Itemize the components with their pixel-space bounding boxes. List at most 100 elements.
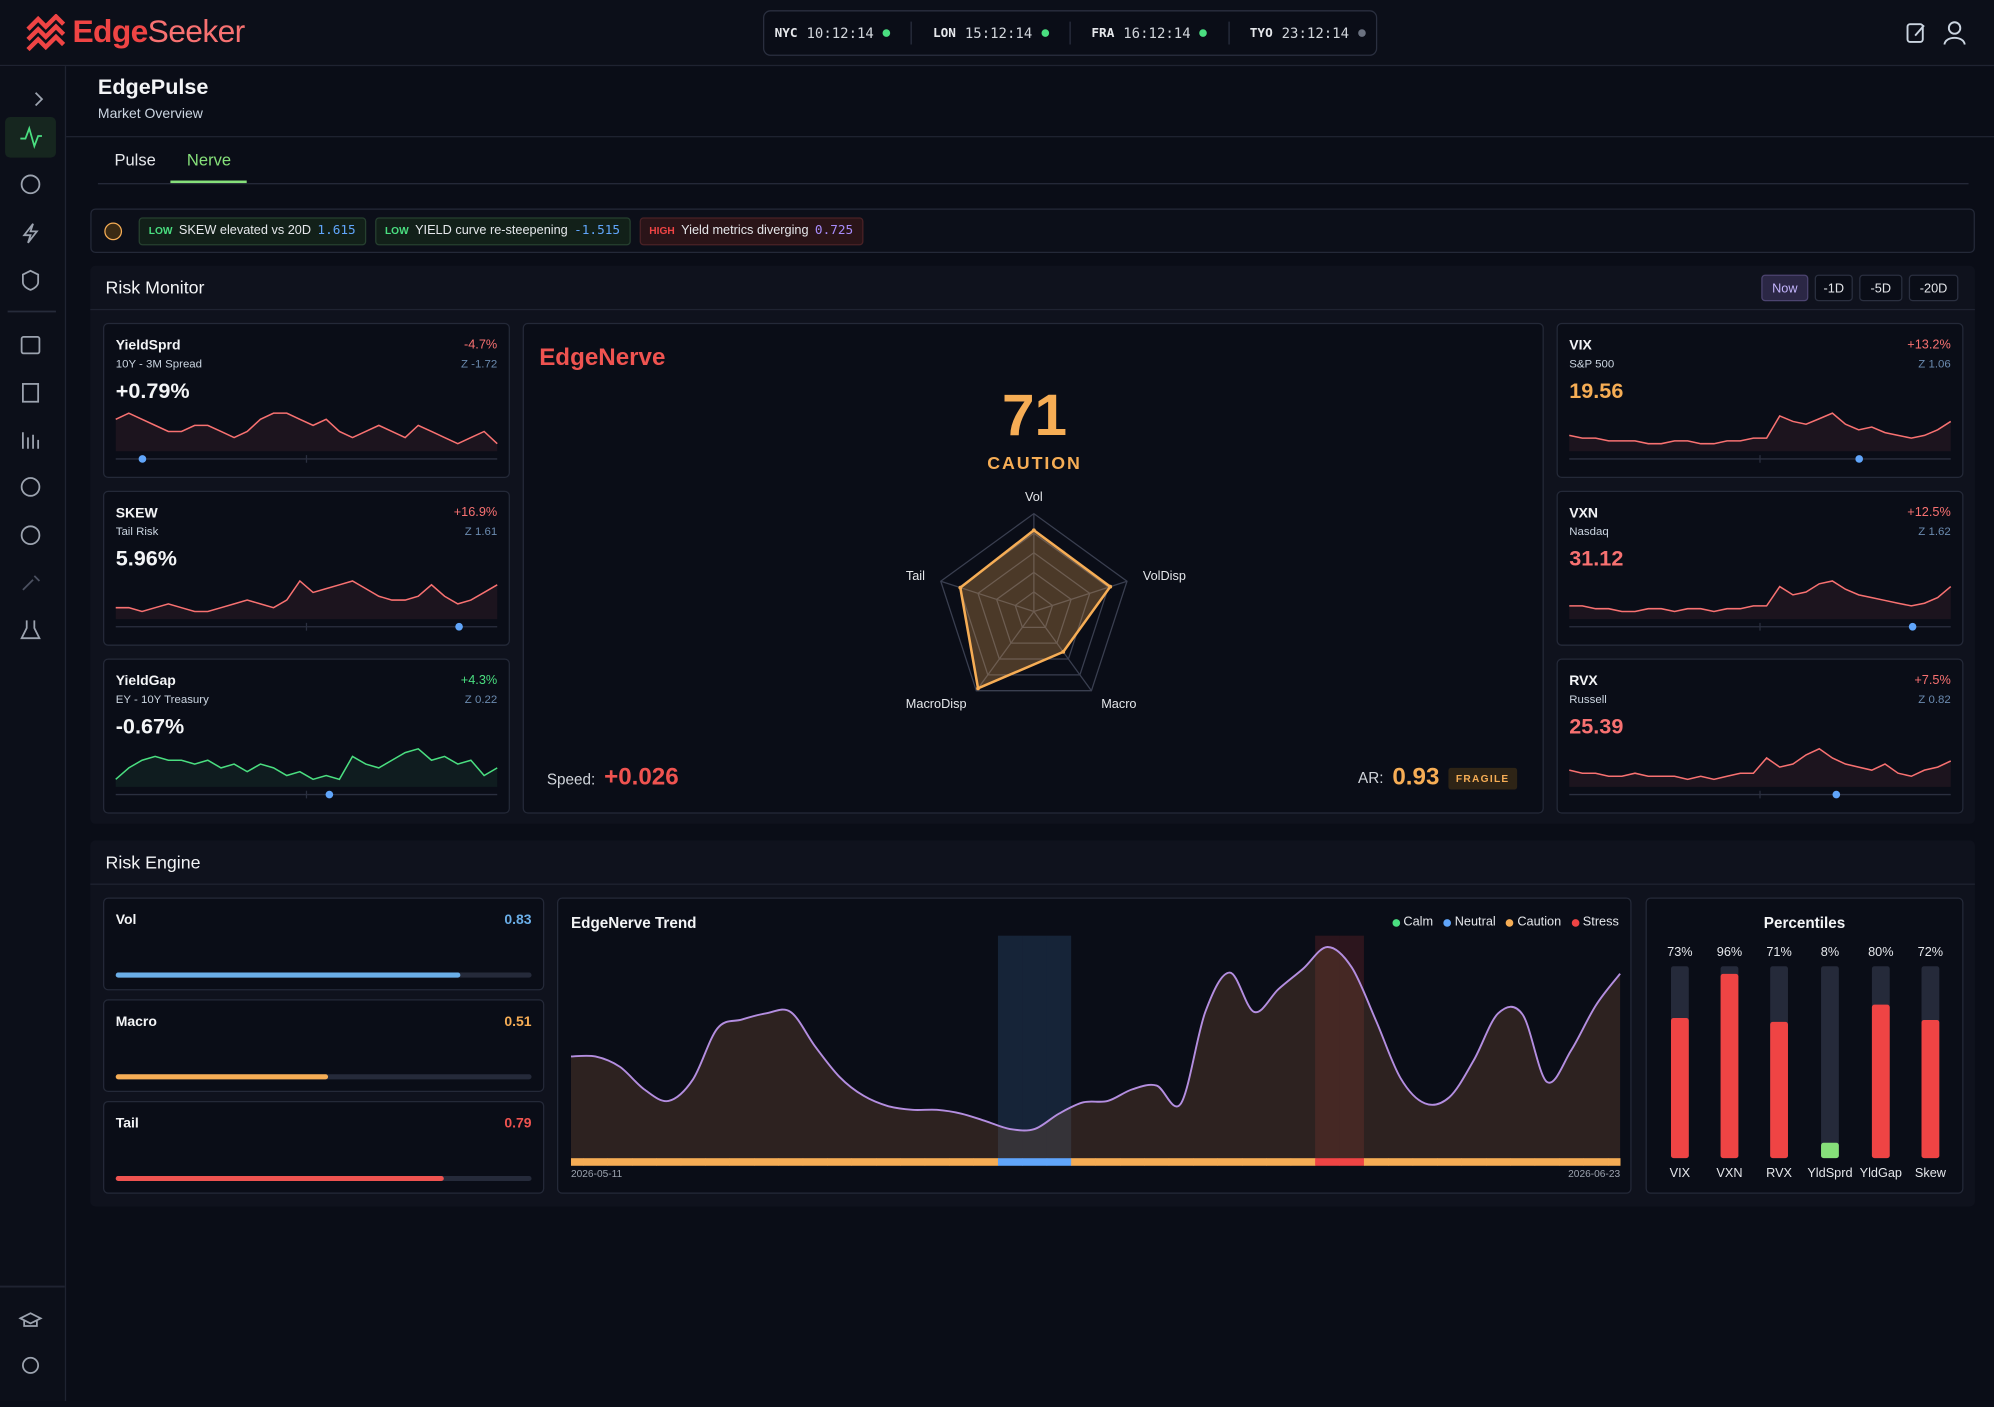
metric-z: Z 1.06 bbox=[1918, 357, 1951, 370]
alert-chip[interactable]: LOW YIELD curve re-steepening -1.515 bbox=[374, 216, 631, 245]
trend-area bbox=[570, 946, 1621, 1159]
status-dot bbox=[1357, 29, 1366, 37]
clock-city: LON bbox=[932, 26, 956, 41]
regime-strip bbox=[729, 1158, 755, 1166]
trend-card: EdgeNerve Trend Calm Neutral Caution Stress 2… bbox=[556, 897, 1632, 1194]
learn-icon[interactable] bbox=[18, 1312, 43, 1327]
regime-strip bbox=[1315, 1158, 1340, 1166]
clock-time: 23:12:14 bbox=[1281, 24, 1350, 42]
tab[interactable]: Pulse bbox=[114, 150, 156, 170]
metric-desc: Nasdaq bbox=[1569, 525, 1609, 538]
radar-point bbox=[1061, 649, 1066, 654]
metric-change: +16.9% bbox=[453, 505, 498, 520]
clock-icon[interactable] bbox=[20, 477, 41, 497]
percentile-name: Skew bbox=[1915, 1165, 1947, 1180]
active-highlight bbox=[5, 116, 56, 158]
radar-point bbox=[1031, 528, 1036, 533]
target-icon[interactable] bbox=[20, 174, 41, 195]
radar-point bbox=[976, 686, 980, 691]
pulse-icon[interactable] bbox=[20, 125, 42, 150]
metric-value: 5.96% bbox=[115, 546, 178, 571]
period-button[interactable]: -5D bbox=[1859, 274, 1903, 302]
sparkline-chart bbox=[115, 747, 498, 799]
metric-desc: EY - 10Y Treasury bbox=[115, 692, 209, 706]
edgenerve-card: EdgeNerve 71 CAUTION Vol VolDisp Macro MacroDi… bbox=[522, 322, 1544, 814]
regime-strip bbox=[1461, 1158, 1487, 1166]
regime-strip bbox=[1559, 1158, 1584, 1166]
legend-dot bbox=[1571, 918, 1579, 927]
percentile-name: YldGap bbox=[1860, 1165, 1902, 1180]
alert-chip[interactable]: LOW SKEW elevated vs 20D 1.615 bbox=[138, 216, 366, 245]
alert-chip[interactable]: HIGH Yield metrics diverging 0.725 bbox=[639, 216, 864, 245]
percentile-bar bbox=[1670, 1018, 1689, 1159]
ar-value: 0.93 bbox=[1392, 764, 1440, 791]
alert-icon bbox=[104, 221, 123, 240]
percentile-label: 96% bbox=[1717, 944, 1742, 959]
sparkline-area bbox=[1569, 748, 1951, 787]
clock: NYC 10:12:14 bbox=[775, 25, 891, 41]
edgenerve-title: EdgeNerve bbox=[539, 344, 666, 372]
regime-strip bbox=[1266, 1158, 1292, 1166]
range-marker bbox=[455, 622, 463, 631]
percentile-label: 80% bbox=[1868, 944, 1893, 959]
clock-time: 16:12:14 bbox=[1123, 24, 1191, 42]
bolt-icon[interactable] bbox=[22, 223, 39, 244]
period-button[interactable]: Now bbox=[1761, 274, 1809, 302]
user-icon[interactable] bbox=[1942, 19, 1967, 47]
percentiles-title: Percentiles bbox=[1764, 915, 1845, 932]
regime-strip bbox=[1144, 1158, 1170, 1166]
metric-value: 31.12 bbox=[1569, 546, 1624, 571]
alert-level: LOW bbox=[384, 225, 409, 237]
percentile-label: 72% bbox=[1918, 944, 1943, 959]
sparkline bbox=[115, 412, 498, 445]
component-value: 0.83 bbox=[504, 912, 532, 929]
logo-icon bbox=[26, 13, 66, 52]
radar-axis-label: VolDisp bbox=[1143, 568, 1186, 583]
wrench-icon[interactable] bbox=[22, 575, 41, 591]
regime-strip bbox=[949, 1158, 974, 1166]
tab[interactable]: Nerve bbox=[186, 150, 232, 170]
regime-strip bbox=[1241, 1158, 1267, 1166]
regime-strip bbox=[1339, 1158, 1365, 1166]
regime-strip bbox=[1607, 1158, 1621, 1166]
regime-strip bbox=[607, 1158, 633, 1166]
regime-strip bbox=[1071, 1158, 1096, 1166]
sparkline-chart bbox=[1569, 580, 1952, 631]
alert-text: Yield metrics diverging bbox=[681, 223, 809, 238]
radar-ring bbox=[940, 512, 1128, 692]
expand-icon[interactable] bbox=[34, 92, 44, 107]
regime-strip bbox=[875, 1158, 901, 1166]
regime-shade bbox=[997, 935, 1023, 1159]
building-icon[interactable] bbox=[22, 383, 40, 403]
regime-strip bbox=[827, 1158, 852, 1166]
flask-icon[interactable] bbox=[20, 620, 41, 640]
edit-icon[interactable] bbox=[1905, 20, 1928, 45]
atom-icon[interactable] bbox=[20, 525, 41, 546]
settings-icon[interactable] bbox=[22, 1356, 40, 1374]
clock-city: TYO bbox=[1249, 26, 1273, 41]
range-marker bbox=[1832, 790, 1841, 799]
clock: TYO 23:12:14 bbox=[1249, 24, 1366, 42]
shield-icon[interactable] bbox=[22, 269, 40, 291]
regime-strip bbox=[1217, 1158, 1243, 1166]
radar-axis-label: Vol bbox=[1025, 489, 1043, 504]
metric-change: +13.2% bbox=[1907, 338, 1951, 353]
legend-dot bbox=[1391, 918, 1400, 927]
component-bar bbox=[115, 972, 461, 978]
period-button[interactable]: -20D bbox=[1908, 274, 1959, 302]
chart-icon[interactable] bbox=[22, 432, 40, 449]
sidebar-icons bbox=[0, 92, 65, 1374]
range-marker bbox=[325, 790, 334, 799]
regime-strip bbox=[1290, 1158, 1316, 1166]
panel-divider bbox=[90, 308, 1975, 311]
ar-label: AR: bbox=[1358, 769, 1384, 787]
percentile-name: RVX bbox=[1766, 1165, 1792, 1180]
period-button[interactable]: -1D bbox=[1814, 274, 1853, 302]
sparkline-chart bbox=[1569, 412, 1952, 463]
calendar-icon[interactable] bbox=[20, 336, 41, 355]
radar-axis-label: Macro bbox=[1101, 696, 1136, 711]
metric-name: YieldGap bbox=[115, 673, 176, 690]
sparkline bbox=[1569, 747, 1952, 781]
alert-value: -1.515 bbox=[574, 223, 621, 238]
